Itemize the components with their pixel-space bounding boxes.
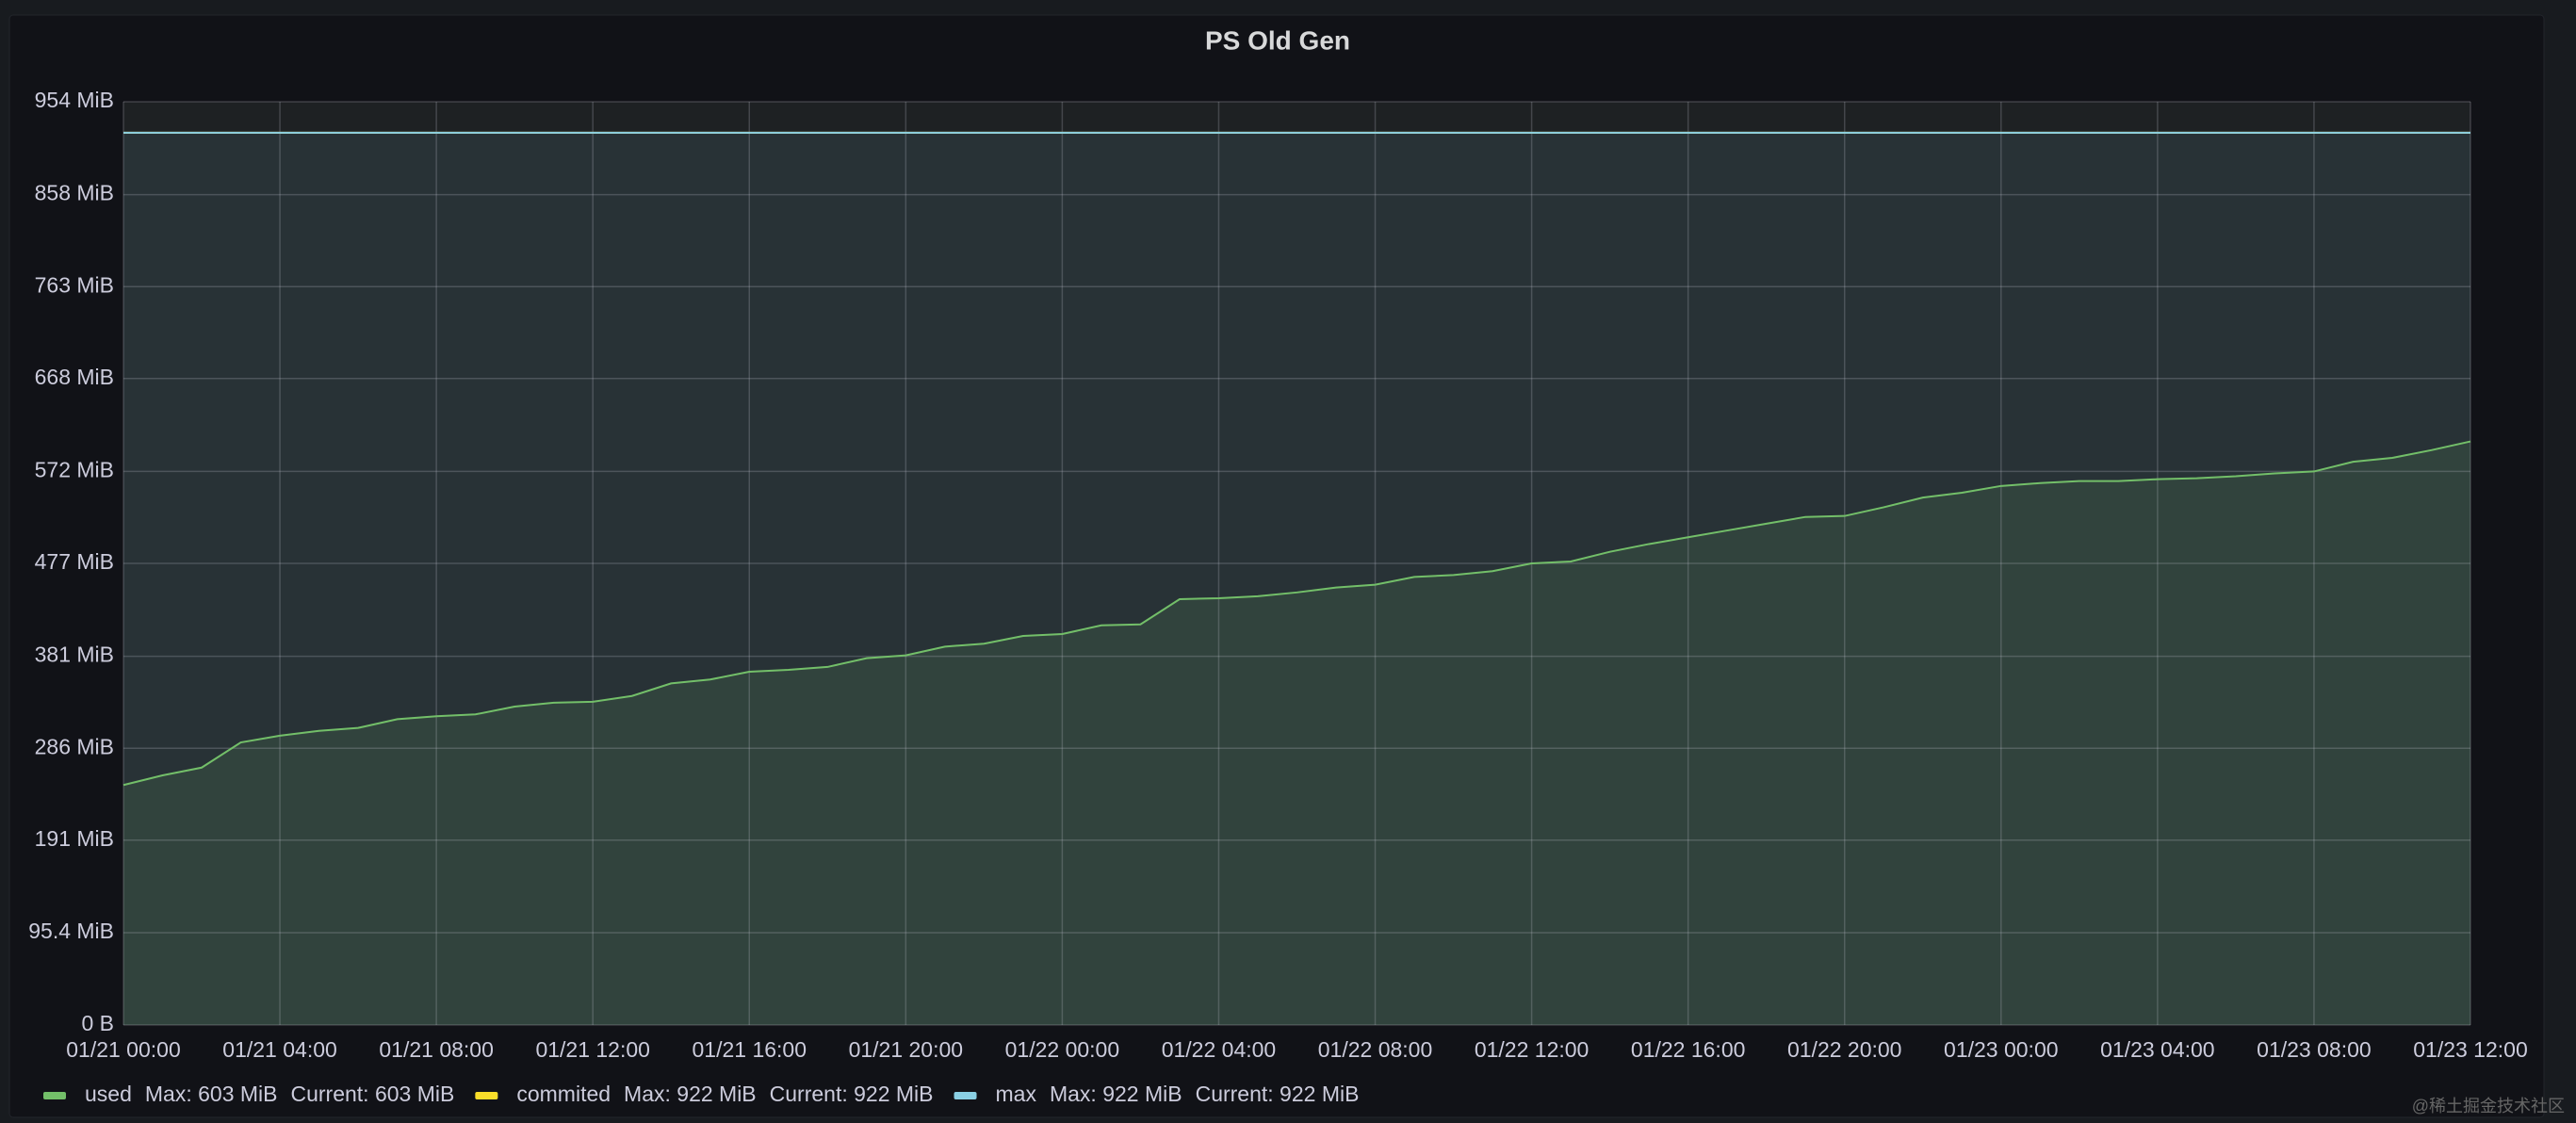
legend-text: max bbox=[996, 1082, 1037, 1106]
y-tick-label: 191 MiB bbox=[35, 826, 114, 851]
y-tick-label: 477 MiB bbox=[35, 549, 114, 574]
legend-swatch bbox=[954, 1092, 977, 1099]
y-tick-label: 572 MiB bbox=[35, 457, 114, 481]
x-tick-label: 01/22 04:00 bbox=[1162, 1037, 1277, 1062]
x-tick-label: 01/21 12:00 bbox=[535, 1037, 650, 1062]
x-tick-label: 01/22 16:00 bbox=[1631, 1037, 1746, 1062]
x-tick-label: 01/23 00:00 bbox=[1944, 1037, 2059, 1062]
y-tick-label: 381 MiB bbox=[35, 643, 114, 667]
x-tick-label: 01/22 00:00 bbox=[1005, 1037, 1120, 1062]
legend-text: Max: 922 MiB bbox=[624, 1082, 757, 1106]
y-tick-label: 858 MiB bbox=[35, 181, 114, 205]
x-tick-label: 01/21 16:00 bbox=[693, 1037, 807, 1062]
x-tick-label: 01/23 08:00 bbox=[2257, 1037, 2372, 1062]
legend-text: Current: 603 MiB bbox=[290, 1082, 454, 1106]
x-tick-label: 01/23 04:00 bbox=[2100, 1037, 2215, 1062]
chart-title: PS Old Gen bbox=[1205, 25, 1350, 55]
x-tick-label: 01/22 12:00 bbox=[1475, 1037, 1590, 1062]
y-tick-label: 668 MiB bbox=[35, 365, 114, 389]
x-tick-label: 01/21 04:00 bbox=[222, 1037, 337, 1062]
x-tick-label: 01/21 08:00 bbox=[379, 1037, 494, 1062]
x-tick-label: 01/21 00:00 bbox=[66, 1037, 181, 1062]
x-tick-label: 01/22 20:00 bbox=[1787, 1037, 1902, 1062]
legend-text: commited bbox=[516, 1082, 611, 1106]
x-tick-label: 01/21 20:00 bbox=[849, 1037, 964, 1062]
x-tick-label: 01/22 08:00 bbox=[1318, 1037, 1433, 1062]
legend-text: Current: 922 MiB bbox=[1196, 1082, 1360, 1106]
legend-text: Max: 603 MiB bbox=[145, 1082, 278, 1106]
y-tick-label: 286 MiB bbox=[35, 734, 114, 758]
legend-text: Max: 922 MiB bbox=[1050, 1082, 1182, 1106]
y-tick-label: 95.4 MiB bbox=[28, 919, 114, 943]
watermark: @稀土掘金技术社区 bbox=[2412, 1097, 2565, 1115]
legend-text: used bbox=[85, 1082, 132, 1106]
y-tick-label: 0 B bbox=[81, 1011, 114, 1035]
y-tick-label: 954 MiB bbox=[35, 88, 114, 112]
x-tick-label: 01/23 12:00 bbox=[2413, 1037, 2528, 1062]
series-line bbox=[122, 440, 2471, 787]
legend-swatch bbox=[475, 1092, 498, 1099]
legend-text: Current: 922 MiB bbox=[770, 1082, 934, 1106]
series-area bbox=[123, 441, 2470, 1025]
series-area bbox=[123, 132, 2470, 1025]
plot-area bbox=[123, 102, 2470, 1025]
y-tick-label: 763 MiB bbox=[35, 272, 114, 297]
legend-swatch bbox=[43, 1092, 66, 1099]
